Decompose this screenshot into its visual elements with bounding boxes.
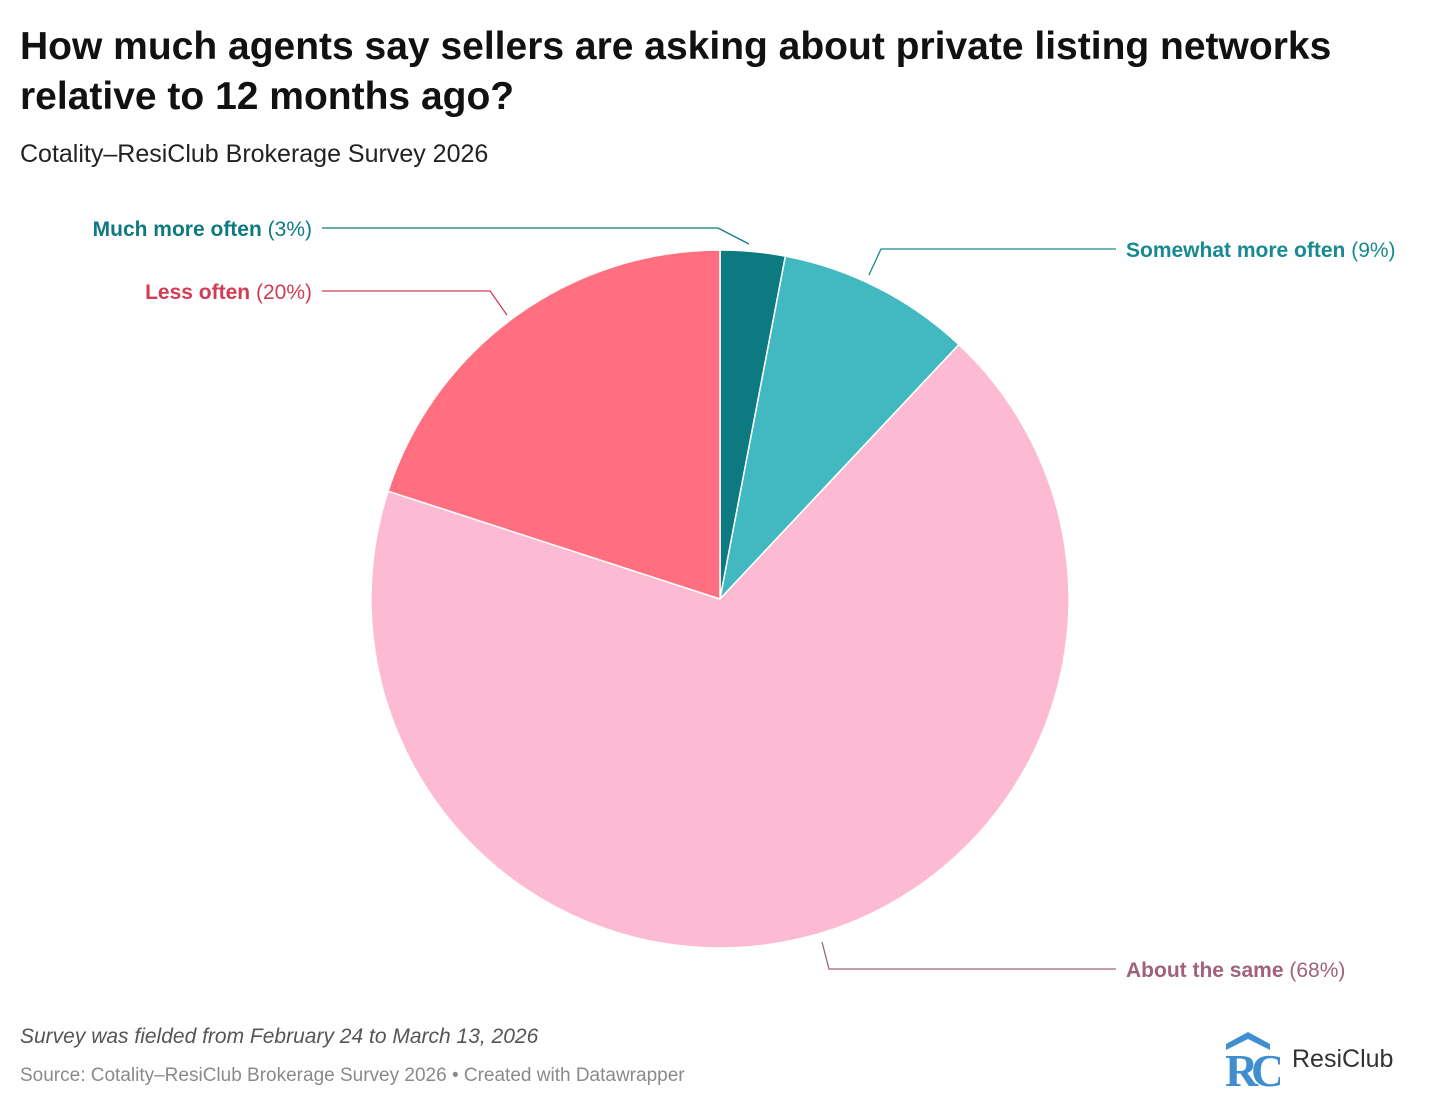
leader-line-much-more-often xyxy=(322,227,750,245)
chart-title: How much agents say sellers are asking a… xyxy=(20,25,1332,118)
slice-label-name: About the same xyxy=(1126,959,1284,982)
slice-label-somewhat-more-often: Somewhat more often (9%) xyxy=(1126,239,1396,262)
leader-lines xyxy=(322,227,1116,970)
resiclub-logo-mark: R C xyxy=(1225,1032,1280,1088)
slice-label-much-more-often: Much more often (3%) xyxy=(93,218,312,241)
leader-line-somewhat-more-often xyxy=(868,248,1116,276)
leader-line-about-the-same xyxy=(821,941,1116,970)
slice-label-name: Less often xyxy=(145,281,250,304)
pie-slice-somewhat-more-often[interactable] xyxy=(719,255,960,600)
logo-letter-c: C xyxy=(1251,1045,1280,1088)
slice-label-about-the-same: About the same (68%) xyxy=(1126,959,1345,982)
resiclub-logo[interactable]: R C ResiClub xyxy=(1224,1030,1393,1088)
slice-label-value: (3%) xyxy=(262,218,312,241)
slice-label-value: (68%) xyxy=(1284,959,1346,982)
slice-label-value: (9%) xyxy=(1345,239,1395,262)
pie-slice-less-often[interactable] xyxy=(387,249,721,600)
logo-text: ResiClub xyxy=(1292,1044,1394,1073)
logo-letter-r: R xyxy=(1225,1045,1259,1088)
slice-label-value: (20%) xyxy=(250,281,312,304)
slice-label-less-often: Less often (20%) xyxy=(145,281,312,304)
slice-label-name: Somewhat more often xyxy=(1126,239,1345,262)
chart-subtitle: Cotality–ResiClub Brokerage Survey 2026 xyxy=(20,140,489,168)
leader-line-less-often xyxy=(322,290,508,316)
slice-labels: Much more often (3%) Somewhat more often … xyxy=(93,218,1396,982)
slice-label-name: Much more often xyxy=(93,218,262,241)
pie-slice-about-the-same[interactable] xyxy=(370,343,1070,949)
pie-slices xyxy=(370,249,1070,949)
pie-chart: Much more often (3%) Somewhat more often … xyxy=(93,218,1396,982)
footer-source: Source: Cotality–ResiClub Brokerage Surv… xyxy=(20,1065,685,1086)
footer-notes: Survey was fielded from February 24 to M… xyxy=(20,1025,539,1048)
